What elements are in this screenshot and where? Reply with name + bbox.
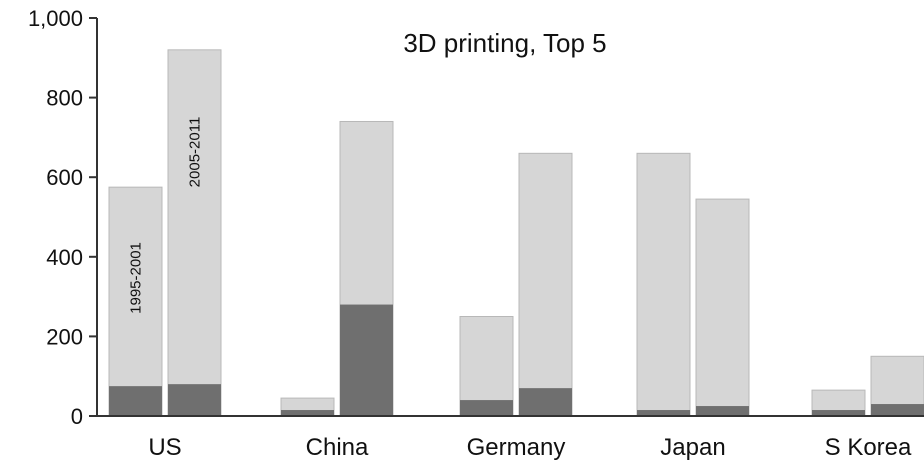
- y-tick-label: 400: [46, 245, 83, 270]
- bar-total-germany-2: [518, 152, 573, 417]
- bar-total-germany-1: [459, 316, 514, 417]
- y-axis: 0 200 400 600 800 1,000: [28, 6, 98, 429]
- chart-title: 3D printing, Top 5: [403, 28, 606, 58]
- x-axis: US China Germany Japan S Korea: [97, 415, 924, 461]
- category-label: Japan: [660, 434, 725, 461]
- category-label: US: [148, 434, 181, 461]
- bar-segment-s-korea-2: [871, 404, 924, 416]
- category-label: S Korea: [825, 434, 912, 461]
- bar-total-us-2: [167, 49, 222, 417]
- bar-segment-us-2: [168, 384, 221, 416]
- bar-segment-germany-1: [460, 400, 513, 416]
- bars: 1995-2001 2005-2011: [108, 49, 924, 417]
- bar-total-japan-1: [636, 152, 691, 417]
- y-tick-label: 0: [71, 404, 83, 429]
- y-tick-label: 200: [46, 324, 83, 349]
- bar-segment-s-korea-1: [812, 410, 865, 416]
- bar-segment-china-1: [281, 410, 334, 416]
- bar-total-japan-2: [695, 198, 750, 417]
- category-label: China: [306, 434, 369, 461]
- series-label-2: 2005-2011: [187, 117, 204, 188]
- y-tick-label: 1,000: [28, 6, 83, 31]
- series-label-1: 1995-2001: [128, 242, 145, 314]
- bar-segment-germany-2: [519, 388, 572, 416]
- bar-segment-china-2: [340, 304, 393, 416]
- bar-segment-us-1: [109, 386, 162, 416]
- y-tick-label: 600: [46, 165, 83, 190]
- bar-segment-japan-2: [696, 406, 749, 416]
- bar-segment-japan-1: [637, 410, 690, 416]
- category-label: Germany: [467, 434, 566, 461]
- y-tick-label: 800: [46, 86, 83, 111]
